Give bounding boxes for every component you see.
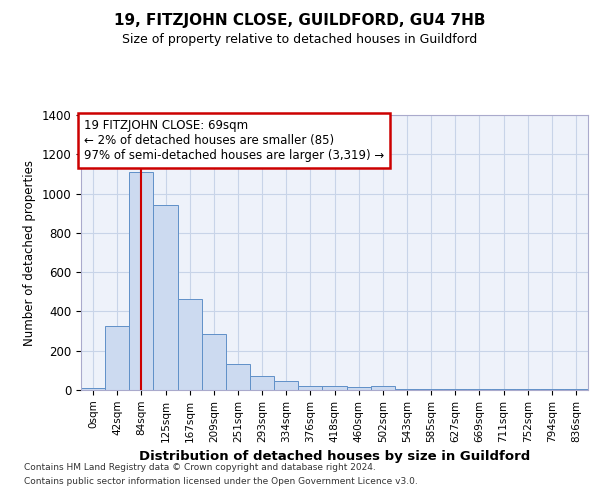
Bar [226, 364, 250, 390]
Bar [105, 326, 129, 390]
Bar [515, 389, 540, 390]
Bar [491, 389, 515, 390]
Bar [395, 389, 419, 390]
Bar [322, 386, 347, 390]
Text: 19 FITZJOHN CLOSE: 69sqm
← 2% of detached houses are smaller (85)
97% of semi-de: 19 FITZJOHN CLOSE: 69sqm ← 2% of detache… [83, 119, 384, 162]
Bar [564, 389, 588, 390]
Bar [178, 298, 202, 390]
Bar [298, 386, 322, 390]
Bar [154, 206, 178, 390]
Text: 19, FITZJOHN CLOSE, GUILDFORD, GU4 7HB: 19, FITZJOHN CLOSE, GUILDFORD, GU4 7HB [114, 12, 486, 28]
Bar [250, 376, 274, 390]
Bar [202, 334, 226, 390]
X-axis label: Distribution of detached houses by size in Guildford: Distribution of detached houses by size … [139, 450, 530, 463]
Bar [540, 389, 564, 390]
Bar [371, 386, 395, 390]
Bar [467, 389, 491, 390]
Y-axis label: Number of detached properties: Number of detached properties [23, 160, 36, 346]
Bar [347, 387, 371, 390]
Bar [419, 389, 443, 390]
Bar [443, 389, 467, 390]
Bar [129, 172, 154, 390]
Text: Contains HM Land Registry data © Crown copyright and database right 2024.: Contains HM Land Registry data © Crown c… [24, 462, 376, 471]
Bar [274, 381, 298, 390]
Bar [81, 388, 105, 390]
Text: Size of property relative to detached houses in Guildford: Size of property relative to detached ho… [122, 32, 478, 46]
Text: Contains public sector information licensed under the Open Government Licence v3: Contains public sector information licen… [24, 478, 418, 486]
